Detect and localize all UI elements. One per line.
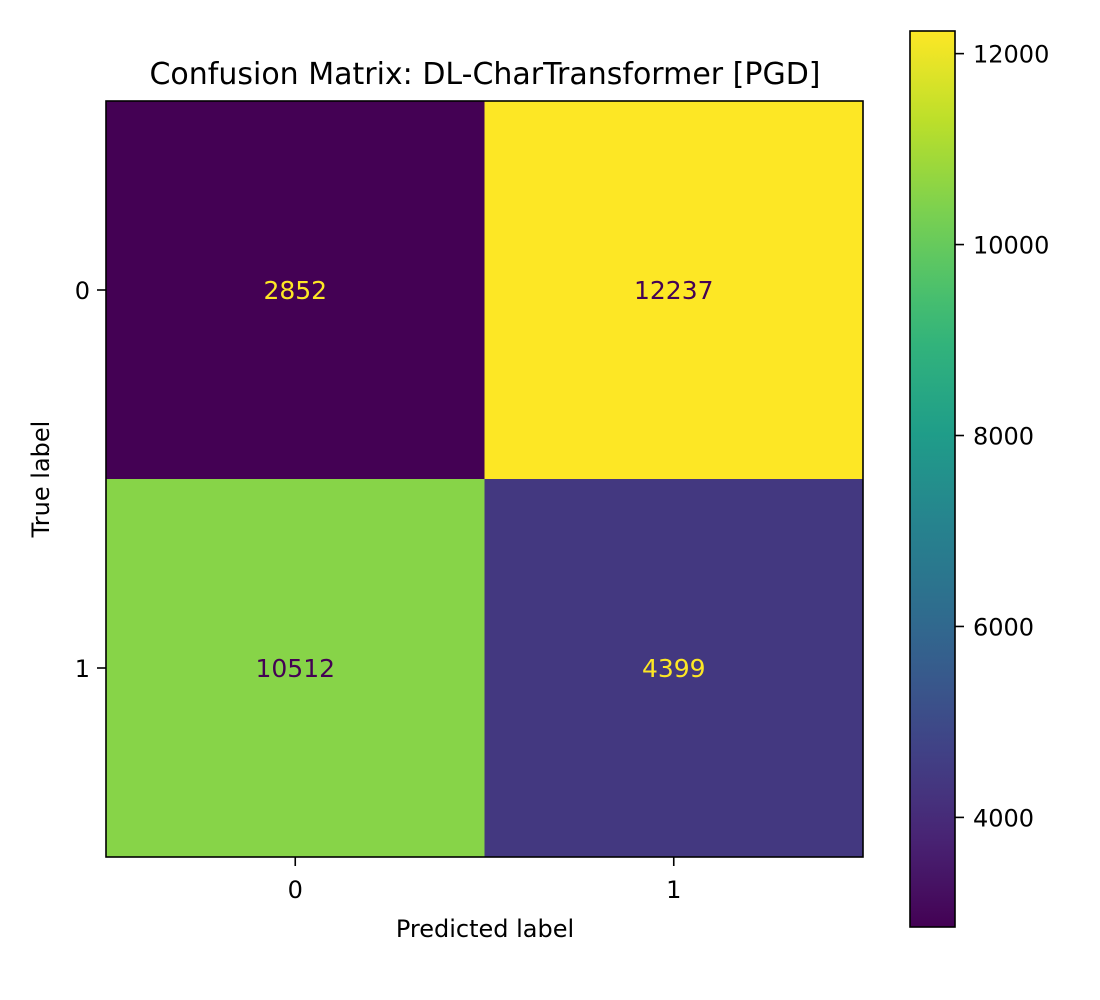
colorbar-tick-label: 4000 [973, 804, 1034, 832]
heatmap-cell-labels: 2852 12237 10512 4399 [255, 276, 713, 683]
colorbar-ticks: 4000 6000 8000 10000 12000 [955, 41, 1049, 832]
colorbar-tick-label: 10000 [973, 232, 1049, 260]
colorbar-tick-label: 6000 [973, 613, 1034, 641]
y-axis-label: True label [27, 421, 55, 539]
heatmap-cell-0-0 [106, 101, 485, 480]
y-axis-ticks: 01 [75, 277, 106, 683]
plot-frame [105, 100, 864, 858]
heatmap-cells [106, 101, 864, 858]
colorbar-tick-label: 12000 [973, 41, 1049, 69]
cell-value-1-0: 10512 [255, 654, 335, 683]
x-axis-label: Predicted label [396, 915, 574, 943]
x-tick-label: 0 [288, 876, 303, 904]
heatmap-cell-0-1 [484, 101, 864, 480]
heatmap-cell-1-1 [484, 479, 864, 858]
colorbar-tick-label: 8000 [973, 423, 1034, 451]
colorbar [909, 30, 956, 928]
cell-value-0-0: 2852 [263, 276, 327, 305]
cell-value-1-1: 4399 [642, 654, 706, 683]
x-tick-label: 1 [666, 876, 681, 904]
y-tick-label: 1 [75, 655, 90, 683]
heatmap-cell-1-0 [106, 479, 485, 858]
y-tick-label: 0 [75, 277, 90, 305]
chart-title: Confusion Matrix: DL-CharTransformer [PG… [149, 57, 820, 92]
cell-value-0-1: 12237 [634, 276, 714, 305]
